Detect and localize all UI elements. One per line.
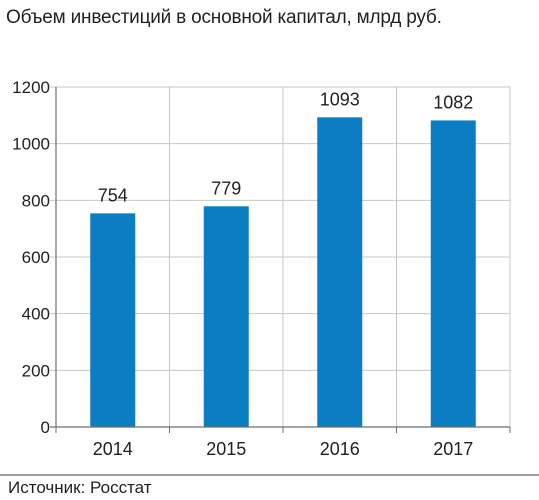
chart-title: Объем инвестиций в основной капитал, млр… <box>6 7 442 28</box>
axes <box>50 87 511 433</box>
bar-chart: 0 200 400 600 800 1000 1200 2014 2015 2016 2017 7… <box>12 78 511 459</box>
x-tick-label: 2014 <box>93 439 133 459</box>
data-labels: 754 779 1093 1082 <box>98 89 474 205</box>
x-tick-label: 2017 <box>433 439 473 459</box>
y-tick-label: 800 <box>22 191 50 210</box>
x-tick-label: 2015 <box>206 439 246 459</box>
x-tick-label: 2016 <box>320 439 360 459</box>
y-tick-label: 0 <box>41 418 50 437</box>
bars <box>90 117 476 428</box>
bar <box>90 213 136 427</box>
y-tick-label: 200 <box>22 361 50 380</box>
footer-divider <box>0 474 539 476</box>
data-label: 1093 <box>320 89 360 109</box>
y-tick-labels: 0 200 400 600 800 1000 1200 <box>12 78 50 437</box>
bar <box>203 206 249 427</box>
source-note: Источник: Росстат <box>8 478 152 497</box>
data-label: 1082 <box>433 92 473 112</box>
bar <box>317 117 363 428</box>
x-tick-labels: 2014 2015 2016 2017 <box>93 439 474 459</box>
y-tick-label: 1000 <box>12 135 50 154</box>
bar <box>430 120 476 427</box>
y-tick-label: 400 <box>22 305 50 324</box>
y-tick-label: 600 <box>22 248 50 267</box>
data-label: 779 <box>211 178 241 198</box>
y-tick-label: 1200 <box>12 78 50 97</box>
data-label: 754 <box>98 185 128 205</box>
